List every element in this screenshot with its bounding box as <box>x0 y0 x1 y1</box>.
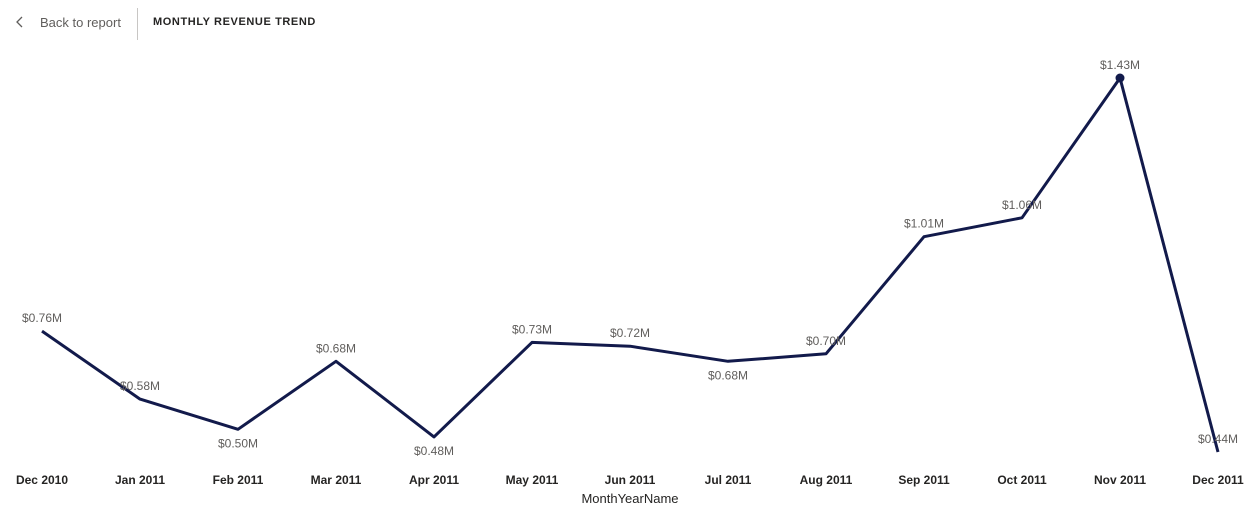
data-point-3[interactable] <box>332 357 340 365</box>
x-tick-label-9: Sep 2011 <box>898 473 950 487</box>
data-label-10: $1.06M <box>1002 198 1042 212</box>
data-label-8: $0.70M <box>806 334 846 348</box>
x-tick-label-2: Feb 2011 <box>213 473 264 487</box>
data-label-9: $1.01M <box>904 217 944 231</box>
data-label-12: $0.44M <box>1198 432 1238 446</box>
top-bar: Back to report MONTHLY REVENUE TREND <box>0 0 1255 42</box>
data-point-1[interactable] <box>136 395 144 403</box>
data-point-12[interactable] <box>1214 448 1222 456</box>
x-tick-label-5: May 2011 <box>506 473 559 487</box>
data-label-3: $0.68M <box>316 341 356 355</box>
x-tick-label-10: Oct 2011 <box>997 473 1047 487</box>
data-point-10[interactable] <box>1018 214 1026 222</box>
data-label-6: $0.72M <box>610 326 650 340</box>
x-tick-label-3: Mar 2011 <box>311 473 362 487</box>
data-point-8[interactable] <box>822 350 830 358</box>
x-tick-label-12: Dec 2011 <box>1192 473 1244 487</box>
x-tick-label-6: Jun 2011 <box>605 473 656 487</box>
x-tick-label-11: Nov 2011 <box>1094 473 1146 487</box>
data-point-2[interactable] <box>234 425 242 433</box>
back-to-report-button[interactable]: Back to report <box>14 10 121 34</box>
x-tick-label-7: Jul 2011 <box>705 473 752 487</box>
back-to-report-label: Back to report <box>40 14 121 30</box>
data-label-11: $1.43M <box>1100 58 1140 72</box>
page-title: MONTHLY REVENUE TREND <box>153 16 316 28</box>
data-label-5: $0.73M <box>512 322 552 336</box>
series-line[interactable] <box>41 76 1220 453</box>
chevron-left-icon <box>16 16 23 28</box>
data-point-6[interactable] <box>626 342 634 350</box>
x-tick-label-1: Jan 2011 <box>115 473 165 487</box>
data-point-11[interactable] <box>1115 73 1125 83</box>
data-point-4[interactable] <box>430 433 438 441</box>
data-label-7: $0.68M <box>708 368 748 382</box>
x-axis-title: MonthYearName <box>581 491 678 506</box>
data-label-2: $0.50M <box>218 436 258 450</box>
data-label-4: $0.48M <box>414 444 454 458</box>
data-point-0[interactable] <box>38 327 46 335</box>
header-divider <box>137 8 138 40</box>
data-label-1: $0.58M <box>120 379 160 393</box>
data-point-9[interactable] <box>920 233 928 241</box>
x-tick-label-8: Aug 2011 <box>800 473 853 487</box>
data-point-7[interactable] <box>724 357 732 365</box>
data-label-0: $0.76M <box>22 311 62 325</box>
data-point-5[interactable] <box>528 338 536 346</box>
x-tick-label-0: Dec 2010 <box>16 473 68 487</box>
x-tick-label-4: Apr 2011 <box>409 473 459 487</box>
